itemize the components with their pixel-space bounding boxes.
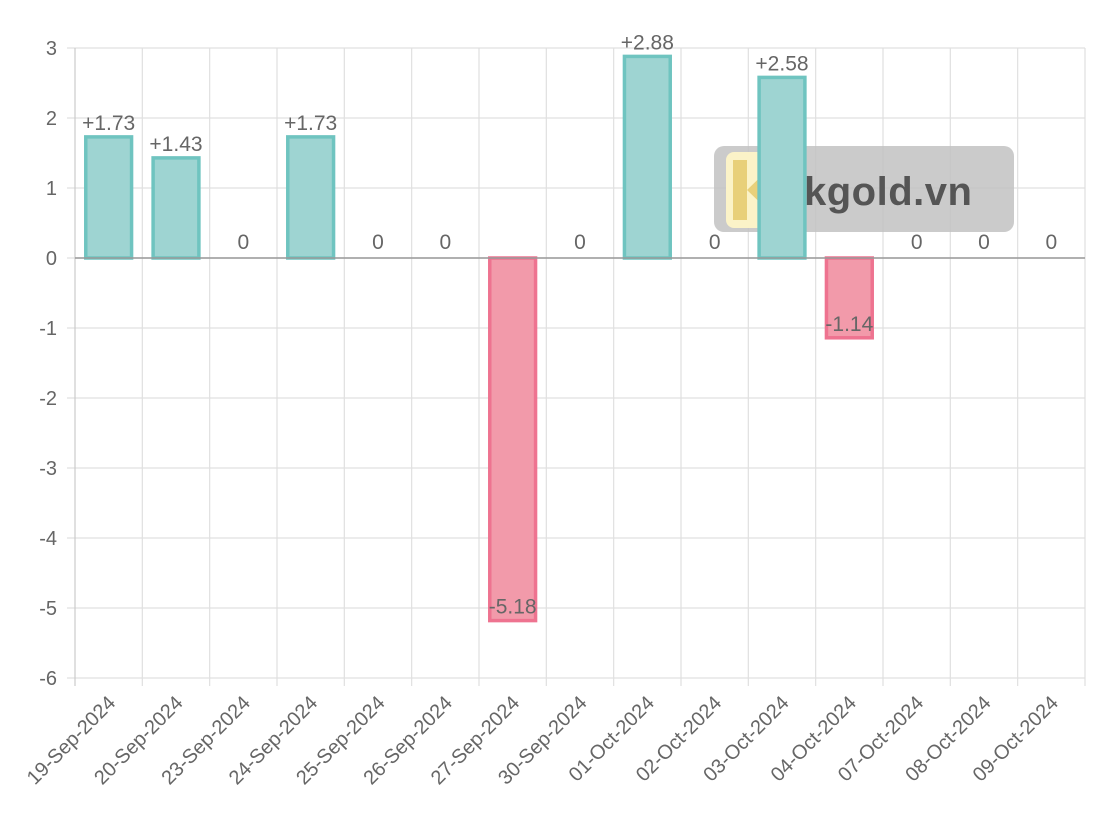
grid-lines [67,47,1086,686]
data-label: +1.73 [284,112,337,135]
data-label: 0 [978,231,990,254]
y-tick-label: 3 [46,38,57,60]
data-label: +2.88 [621,31,674,54]
y-tick-label: 0 [46,248,57,270]
y-tick-label: -6 [39,668,57,690]
data-label: +1.43 [149,133,202,156]
data-label: 0 [439,231,451,254]
bar [84,135,134,260]
data-label: -1.14 [825,313,873,336]
bar [151,156,201,260]
data-label: -5.18 [489,596,537,619]
data-label: 0 [709,231,721,254]
bar [488,256,538,623]
bar [757,75,807,260]
y-tick-label: -5 [39,598,57,620]
bar [286,135,336,260]
data-label: 0 [574,231,586,254]
y-tick-label: -3 [39,458,57,480]
bars [84,54,874,623]
y-tick-label: -1 [39,318,57,340]
y-tick-label: 1 [46,178,57,200]
data-label: 0 [372,231,384,254]
x-axis-ticks: 19-Sep-202420-Sep-202423-Sep-202424-Sep-… [23,692,1063,789]
y-axis-ticks: 3 2 1 0 -1 -2 -3 -4 -5 -6 [39,38,57,690]
y-tick-label: -4 [39,528,57,550]
data-label: +1.73 [82,112,135,135]
data-label: 0 [1045,231,1057,254]
data-label: 0 [237,231,249,254]
data-labels: +1.73 +1.43 0 +1.73 0 0 -5.18 0 +2.88 0 +2.58 -1.14… [82,31,1057,618]
bar [622,54,672,260]
watermark-text: kgold.vn [804,170,972,214]
data-label: +2.58 [755,52,808,75]
bar [824,256,874,340]
data-label: 0 [911,231,923,254]
y-tick-label: 2 [46,108,57,130]
y-tick-label: -2 [39,388,57,410]
